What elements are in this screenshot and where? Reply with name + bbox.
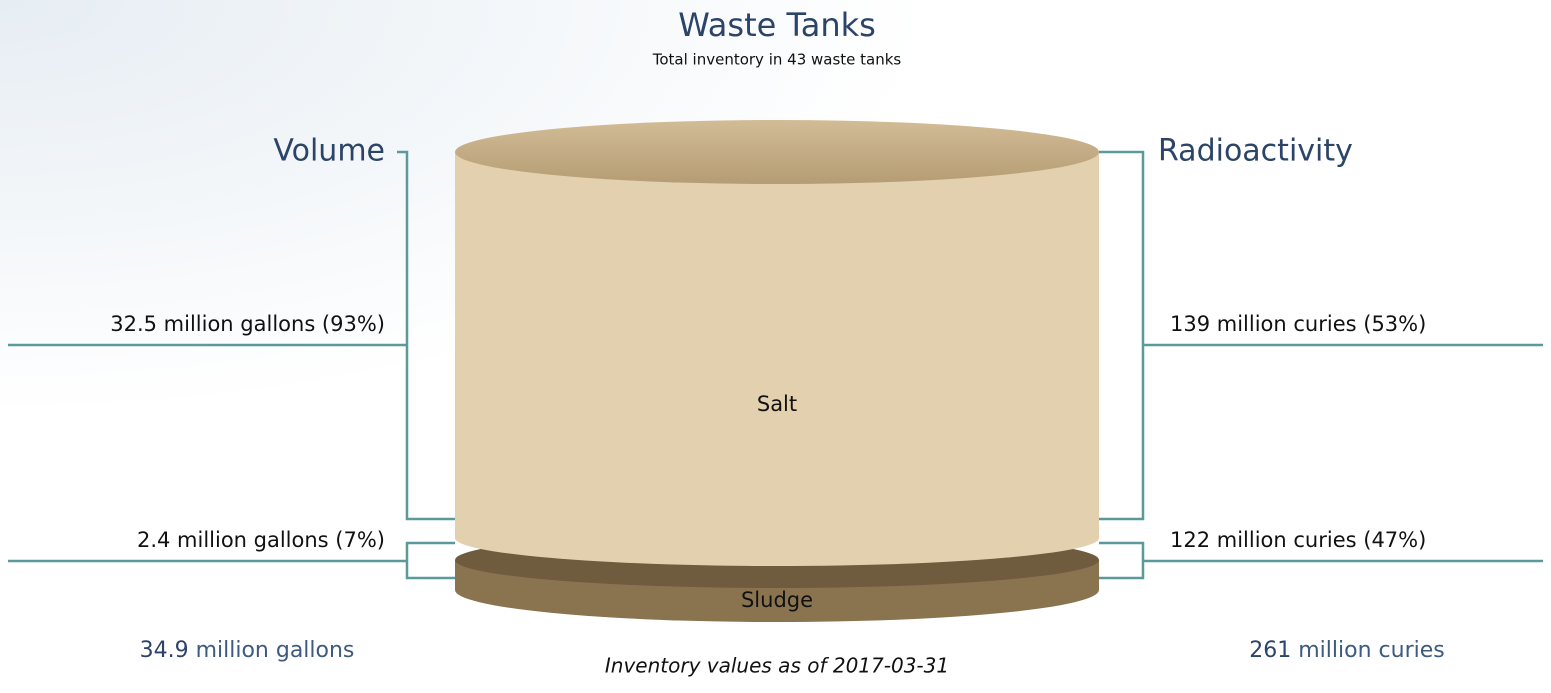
total-value: 261: [1249, 638, 1291, 663]
total-unit: million gallons: [196, 638, 355, 663]
diagram: Waste Tanks Total inventory in 43 waste …: [0, 0, 1551, 689]
footnote: Inventory values as of 2017-03-31: [605, 654, 949, 678]
volume-heading: Volume: [273, 134, 385, 169]
title: Waste Tanks: [678, 6, 876, 44]
salt-body: [455, 152, 1099, 566]
page: Waste Tanks Total inventory in 43 waste …: [0, 0, 1551, 689]
volume-total: 34.9 million gallons: [140, 638, 355, 663]
radioactivity-heading: Radioactivity: [1158, 134, 1353, 169]
radioactivity-salt: 139 million curies (53%): [1170, 312, 1426, 336]
total-value: 34.9: [140, 638, 189, 663]
sludge-label: Sludge: [741, 588, 813, 612]
tank: [455, 120, 1099, 622]
volume-sludge: 2.4 million gallons (7%): [137, 528, 385, 552]
radioactivity-sludge: 122 million curies (47%): [1170, 528, 1426, 552]
salt-label: Salt: [757, 392, 797, 416]
volume-salt: 32.5 million gallons (93%): [110, 312, 385, 336]
tank-lid: [455, 120, 1099, 184]
subtitle: Total inventory in 43 waste tanks: [652, 51, 902, 69]
radioactivity-total: 261 million curies: [1249, 638, 1444, 663]
total-unit: million curies: [1298, 638, 1444, 663]
